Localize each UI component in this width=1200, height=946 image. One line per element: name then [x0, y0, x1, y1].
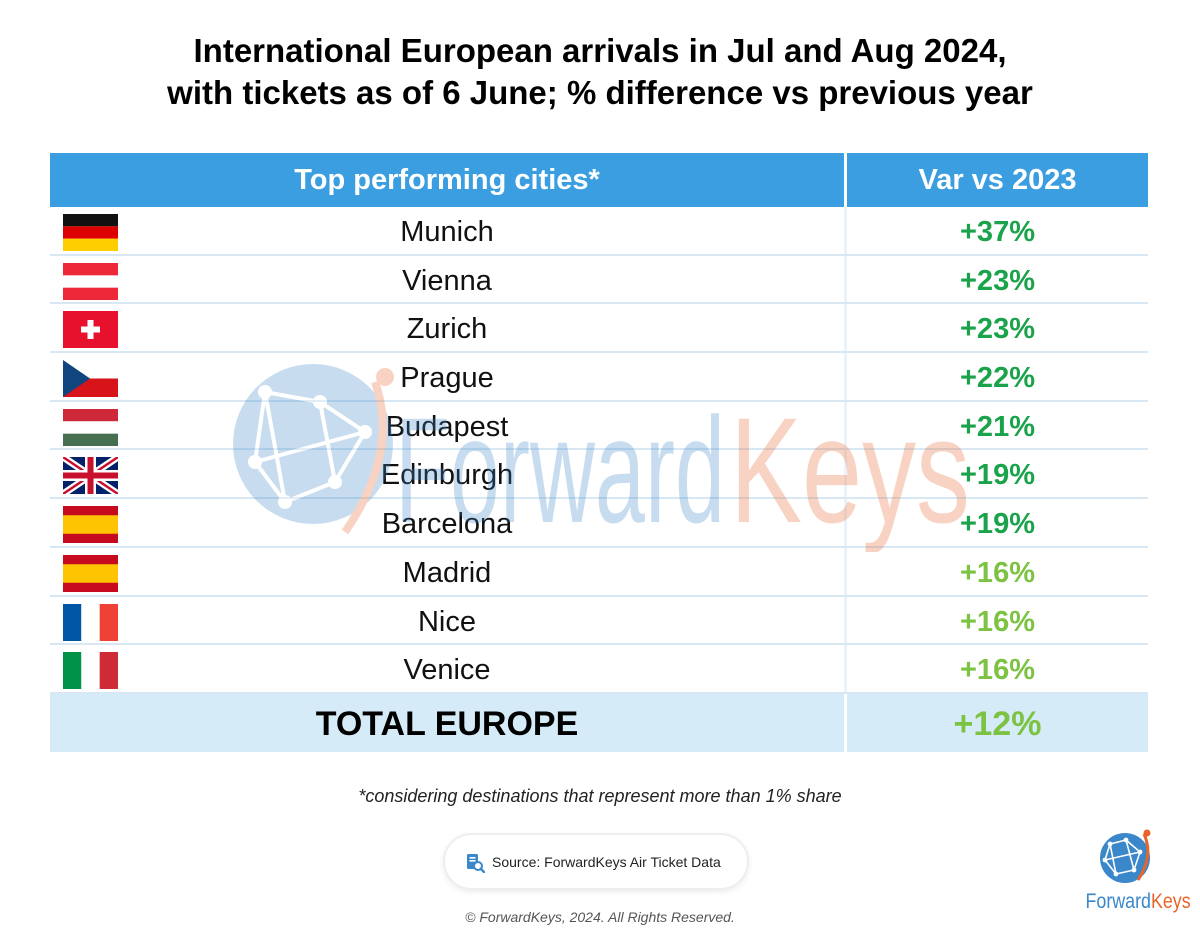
variation-value: +22%	[960, 362, 1035, 395]
title-line-2: with tickets as of 6 June; % difference …	[167, 74, 1033, 111]
variation-value: +19%	[960, 459, 1035, 492]
hungary-flag	[63, 408, 118, 446]
czech-flag	[63, 360, 118, 398]
cities-table: Top performing cities* Var vs 2023 Munic…	[50, 153, 1148, 752]
logo-text: ForwardKeys	[1085, 888, 1191, 916]
header-cities: Top performing cities*	[294, 164, 600, 196]
city-name: Edinburgh	[380, 459, 514, 492]
table-row: Venice +16%	[50, 645, 1148, 694]
total-label: TOTAL EUROPE	[315, 704, 579, 743]
footnote: *considering destinations that represent…	[358, 786, 842, 806]
table-row: Budapest +21%	[50, 401, 1148, 451]
city-name: Nice	[417, 605, 476, 638]
austria-flag	[63, 262, 118, 300]
variation-value: +23%	[960, 313, 1035, 346]
table-row: Madrid +16%	[50, 547, 1148, 597]
germany-flag	[63, 214, 118, 251]
variation-value: +16%	[960, 654, 1035, 687]
column-divider	[844, 304, 847, 352]
column-divider	[844, 353, 847, 400]
city-name: Budapest	[385, 410, 509, 443]
header-divider	[844, 153, 847, 207]
variation-value: +37%	[960, 216, 1035, 248]
column-divider	[844, 596, 847, 644]
table-row: Edinburgh +19%	[50, 450, 1148, 500]
logo-text-keys: Keys	[1150, 890, 1191, 913]
globe-icon	[1100, 829, 1151, 883]
total-variation: +12%	[953, 704, 1042, 743]
forwardkeys-logo: ForwardKeys	[1078, 826, 1191, 920]
column-divider	[844, 499, 847, 546]
chart-title: International European arrivals in Jul a…	[0, 30, 1200, 114]
column-divider	[844, 645, 847, 692]
header-variation: Var vs 2023	[918, 164, 1077, 196]
source-text: Source: ForwardKeys Air Ticket Data	[492, 854, 721, 870]
city-name: Prague	[400, 362, 494, 395]
column-divider	[844, 547, 847, 595]
copyright: © ForwardKeys, 2024. All Rights Reserved…	[465, 909, 735, 925]
spain-flag	[63, 506, 118, 544]
france-flag	[63, 603, 118, 641]
variation-value: +16%	[960, 605, 1035, 638]
city-name: Barcelona	[381, 508, 513, 541]
column-divider	[844, 401, 847, 449]
logo-text-forward: Forward	[1085, 890, 1151, 913]
variation-value: +19%	[960, 508, 1035, 541]
city-name: Vienna	[402, 264, 492, 297]
table-header: Top performing cities* Var vs 2023	[50, 153, 1148, 207]
variation-value: +23%	[960, 264, 1035, 297]
document-search-icon	[467, 854, 485, 873]
table-row: Zurich +23%	[50, 304, 1148, 354]
column-divider	[844, 207, 847, 254]
table-row: Munich +37%	[50, 207, 1148, 256]
title-line-1: International European arrivals in Jul a…	[193, 32, 1007, 69]
city-name: Venice	[403, 654, 491, 687]
table-row: Vienna +23%	[50, 255, 1148, 305]
italy-flag	[63, 652, 118, 690]
variation-value: +21%	[960, 410, 1035, 443]
column-divider	[844, 255, 847, 303]
source-badge: Source: ForwardKeys Air Ticket Data	[443, 833, 749, 890]
variation-value: +16%	[960, 556, 1035, 589]
spain-flag	[63, 554, 118, 592]
city-name: Madrid	[402, 556, 492, 589]
table-body: Munich +37% Vienna +23% Zurich +23% Prague +22%…	[50, 207, 1148, 694]
column-divider	[844, 450, 847, 498]
city-name: Zurich	[406, 313, 488, 346]
total-row: TOTAL EUROPE +12%	[50, 693, 1148, 752]
city-name: Munich	[400, 216, 494, 248]
table-row: Nice +16%	[50, 596, 1148, 646]
uk-flag	[63, 457, 118, 495]
table-row: Prague +22%	[50, 353, 1148, 402]
switzerland-flag	[63, 311, 118, 349]
total-divider	[844, 693, 847, 752]
table-row: Barcelona +19%	[50, 499, 1148, 548]
